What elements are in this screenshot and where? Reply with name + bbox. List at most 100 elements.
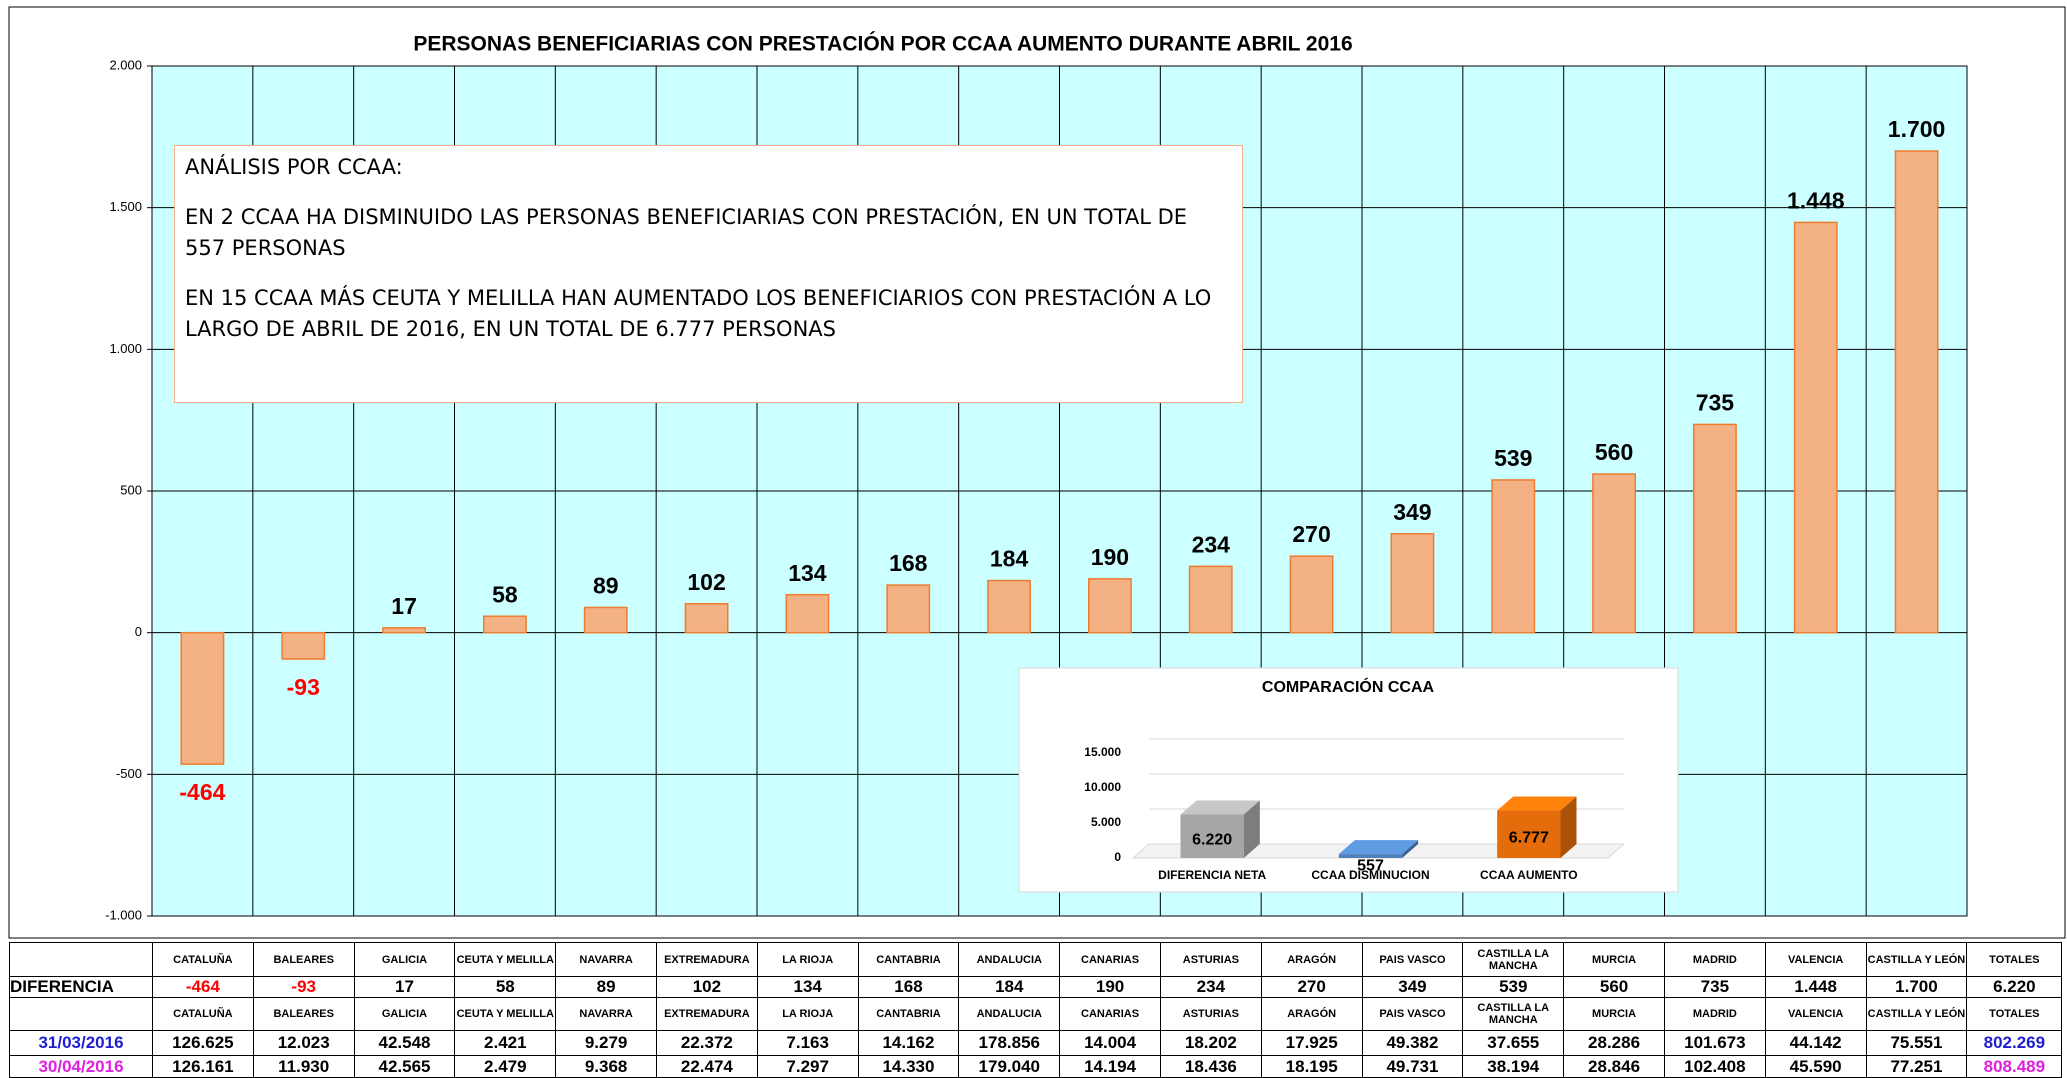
table-cell: 28.846 bbox=[1563, 1055, 1665, 1078]
header-cell: CATALUÑA bbox=[152, 997, 254, 1031]
bar-side bbox=[1560, 796, 1577, 858]
table-cell: 75.551 bbox=[1865, 1030, 1968, 1056]
data-label: 6.220 bbox=[1192, 831, 1232, 848]
header-cell: GALICIA bbox=[353, 942, 456, 977]
table-cell: 101.673 bbox=[1663, 1030, 1766, 1056]
corner-cell bbox=[9, 997, 153, 1031]
y-tick-label: 10.000 bbox=[1084, 780, 1121, 794]
bar bbox=[1692, 423, 1737, 634]
y-tick-label: 2.000 bbox=[109, 57, 142, 72]
header-cell: CANTABRIA bbox=[857, 942, 960, 977]
table-cell: 802.269 bbox=[1966, 1030, 2063, 1056]
data-row: DIFERENCIA -464 -93 17 58 89 102 134 168 184 190 23… bbox=[9, 976, 2063, 998]
data-label: 58 bbox=[492, 581, 518, 607]
table-cell: 17 bbox=[353, 976, 456, 998]
x-tick-label: CCAA DISMINUCION bbox=[1311, 868, 1429, 882]
table-cell: 1.700 bbox=[1865, 976, 1968, 998]
header-row: CATALUÑA BALEARES GALICIA CEUTA Y MELILLA NA… bbox=[9, 997, 2063, 1031]
data-label: 134 bbox=[788, 560, 827, 586]
table-cell: 49.731 bbox=[1361, 1055, 1464, 1078]
data-label: 735 bbox=[1696, 389, 1735, 415]
row-label: 30/04/2016 bbox=[9, 1055, 153, 1078]
data-label: 1.700 bbox=[1888, 116, 1946, 142]
bar bbox=[1894, 150, 1939, 634]
header-cell: NAVARRA bbox=[555, 997, 657, 1031]
table-cell: 126.625 bbox=[152, 1030, 254, 1056]
bar-top bbox=[1180, 800, 1260, 815]
bar bbox=[482, 615, 527, 634]
table-cell: 14.162 bbox=[857, 1030, 960, 1056]
header-cell: CEUTA Y MELILLA bbox=[454, 997, 557, 1031]
data-label: 557 bbox=[1357, 857, 1384, 874]
header-cell: MADRID bbox=[1663, 997, 1766, 1031]
header-cell: ARAGÓN bbox=[1260, 942, 1363, 977]
header-cell: MURCIA bbox=[1563, 942, 1665, 977]
table-cell: -93 bbox=[252, 976, 355, 998]
header-cell: NAVARRA bbox=[555, 942, 657, 977]
header-row: CATALUÑA BALEARES GALICIA CEUTA Y MELILLA NA… bbox=[9, 942, 2063, 977]
header-cell: LA RIOJA bbox=[756, 997, 859, 1031]
header-cell: CANARIAS bbox=[1059, 997, 1161, 1031]
data-row: 30/04/2016 126.161 11.930 42.565 2.479 9.368 2… bbox=[9, 1055, 2063, 1078]
y-tick-label: 15.000 bbox=[1084, 745, 1121, 759]
data-label: 168 bbox=[889, 550, 928, 576]
table-cell: 45.590 bbox=[1764, 1055, 1867, 1078]
inset-chart: COMPARACIÓN CCAA 0 5.000 10.000 15.000 6.220… bbox=[1018, 667, 1679, 893]
annotation: EN 15 CCAA MÁS CEUTA Y MELILLA HAN AUMEN… bbox=[185, 285, 1212, 342]
bar bbox=[281, 631, 326, 660]
y-tick-label: 0 bbox=[1114, 850, 1121, 864]
table-cell: 11.930 bbox=[252, 1055, 355, 1078]
table-cell: 18.195 bbox=[1260, 1055, 1363, 1078]
header-cell: BALEARES bbox=[252, 997, 355, 1031]
data-label: 234 bbox=[1192, 531, 1231, 557]
data-row: 31/03/2016 126.625 12.023 42.548 2.421 9.279 2… bbox=[9, 1030, 2063, 1056]
header-cell: CATALUÑA bbox=[152, 942, 254, 977]
bar bbox=[1338, 854, 1403, 858]
bar bbox=[1180, 814, 1244, 858]
inset-title: COMPARACIÓN CCAA bbox=[1262, 677, 1435, 696]
table-cell: 49.382 bbox=[1361, 1030, 1464, 1056]
data-table: CATALUÑA BALEARES GALICIA CEUTA Y MELILLA NA… bbox=[9, 942, 2063, 1078]
header-cell: ARAGÓN bbox=[1260, 997, 1363, 1031]
table-cell: 349 bbox=[1361, 976, 1464, 998]
data-label: 184 bbox=[990, 546, 1029, 572]
table-cell: 14.194 bbox=[1059, 1055, 1161, 1078]
table-cell: 126.161 bbox=[152, 1055, 254, 1078]
bar bbox=[987, 579, 1032, 634]
table-cell: 2.421 bbox=[454, 1030, 557, 1056]
header-cell: ANDALUCIA bbox=[958, 997, 1061, 1031]
y-tick-label: -1.000 bbox=[105, 907, 142, 922]
data-label: -464 bbox=[179, 779, 225, 805]
table-cell: 42.548 bbox=[353, 1030, 456, 1056]
table-cell: 168 bbox=[857, 976, 960, 998]
y-tick-label: 0 bbox=[135, 624, 142, 639]
y-tick-label: 5.000 bbox=[1091, 815, 1121, 829]
bar-top bbox=[1338, 840, 1419, 855]
header-cell: CASTILLA LA MANCHA bbox=[1462, 942, 1565, 977]
table-cell: 14.330 bbox=[857, 1055, 960, 1078]
data-label: -93 bbox=[287, 674, 320, 700]
table-cell: 9.368 bbox=[555, 1055, 657, 1078]
table-cell: -464 bbox=[152, 976, 254, 998]
header-cell: BALEARES bbox=[252, 942, 355, 977]
table-cell: 234 bbox=[1159, 976, 1262, 998]
bar bbox=[1188, 565, 1233, 634]
table-cell: 7.297 bbox=[756, 1055, 859, 1078]
table-cell: 9.279 bbox=[555, 1030, 657, 1056]
bar bbox=[1491, 479, 1536, 634]
bar-top bbox=[1497, 796, 1577, 811]
header-cell: GALICIA bbox=[353, 997, 456, 1031]
bar bbox=[1592, 473, 1637, 634]
header-cell: MADRID bbox=[1663, 942, 1766, 977]
table-cell: 539 bbox=[1462, 976, 1565, 998]
table-cell: 22.372 bbox=[655, 1030, 758, 1056]
bar bbox=[1289, 555, 1334, 634]
data-label: 539 bbox=[1494, 445, 1532, 471]
table-cell: 102 bbox=[655, 976, 758, 998]
table-cell: 14.004 bbox=[1059, 1030, 1161, 1056]
table-cell: 18.436 bbox=[1159, 1055, 1262, 1078]
corner-cell bbox=[9, 942, 153, 977]
data-label: 190 bbox=[1091, 544, 1129, 570]
table-cell: 38.194 bbox=[1462, 1055, 1565, 1078]
table-cell: 37.655 bbox=[1462, 1030, 1565, 1056]
